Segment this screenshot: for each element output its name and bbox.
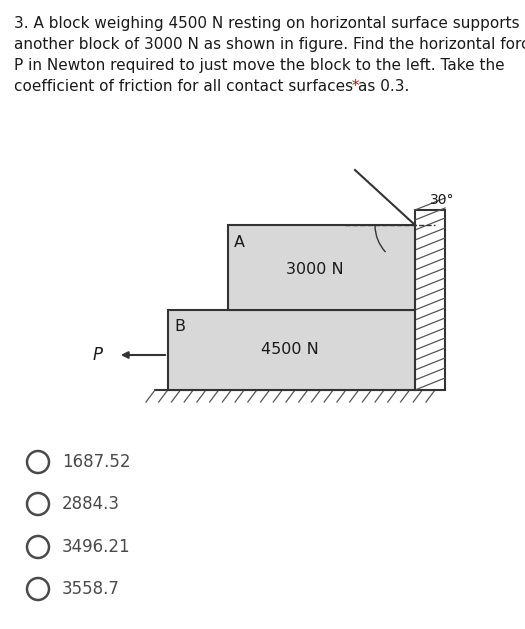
Text: coefficient of friction for all contact surfaces as 0.3.: coefficient of friction for all contact …	[14, 79, 410, 94]
Text: A: A	[234, 235, 245, 250]
Text: *: *	[347, 79, 360, 94]
Text: B: B	[174, 319, 185, 334]
Text: 2884.3: 2884.3	[62, 495, 120, 513]
Bar	[228, 225, 415, 310]
Text: 3558.7: 3558.7	[62, 580, 120, 598]
Text: P: P	[93, 346, 103, 364]
Bar	[168, 310, 415, 390]
Text: another block of 3000 N as shown in figure. Find the horizontal force: another block of 3000 N as shown in figu…	[14, 37, 525, 52]
Text: 4500 N: 4500 N	[261, 343, 319, 357]
Text: 30°: 30°	[430, 193, 455, 207]
Bar	[415, 210, 445, 390]
Text: 3. A block weighing 4500 N resting on horizontal surface supports: 3. A block weighing 4500 N resting on ho…	[14, 16, 520, 31]
Text: P in Newton required to just move the block to the left. Take the: P in Newton required to just move the bl…	[14, 58, 505, 73]
Text: 1687.52: 1687.52	[62, 453, 131, 471]
Text: 3496.21: 3496.21	[62, 538, 131, 556]
Text: 3000 N: 3000 N	[286, 262, 344, 277]
